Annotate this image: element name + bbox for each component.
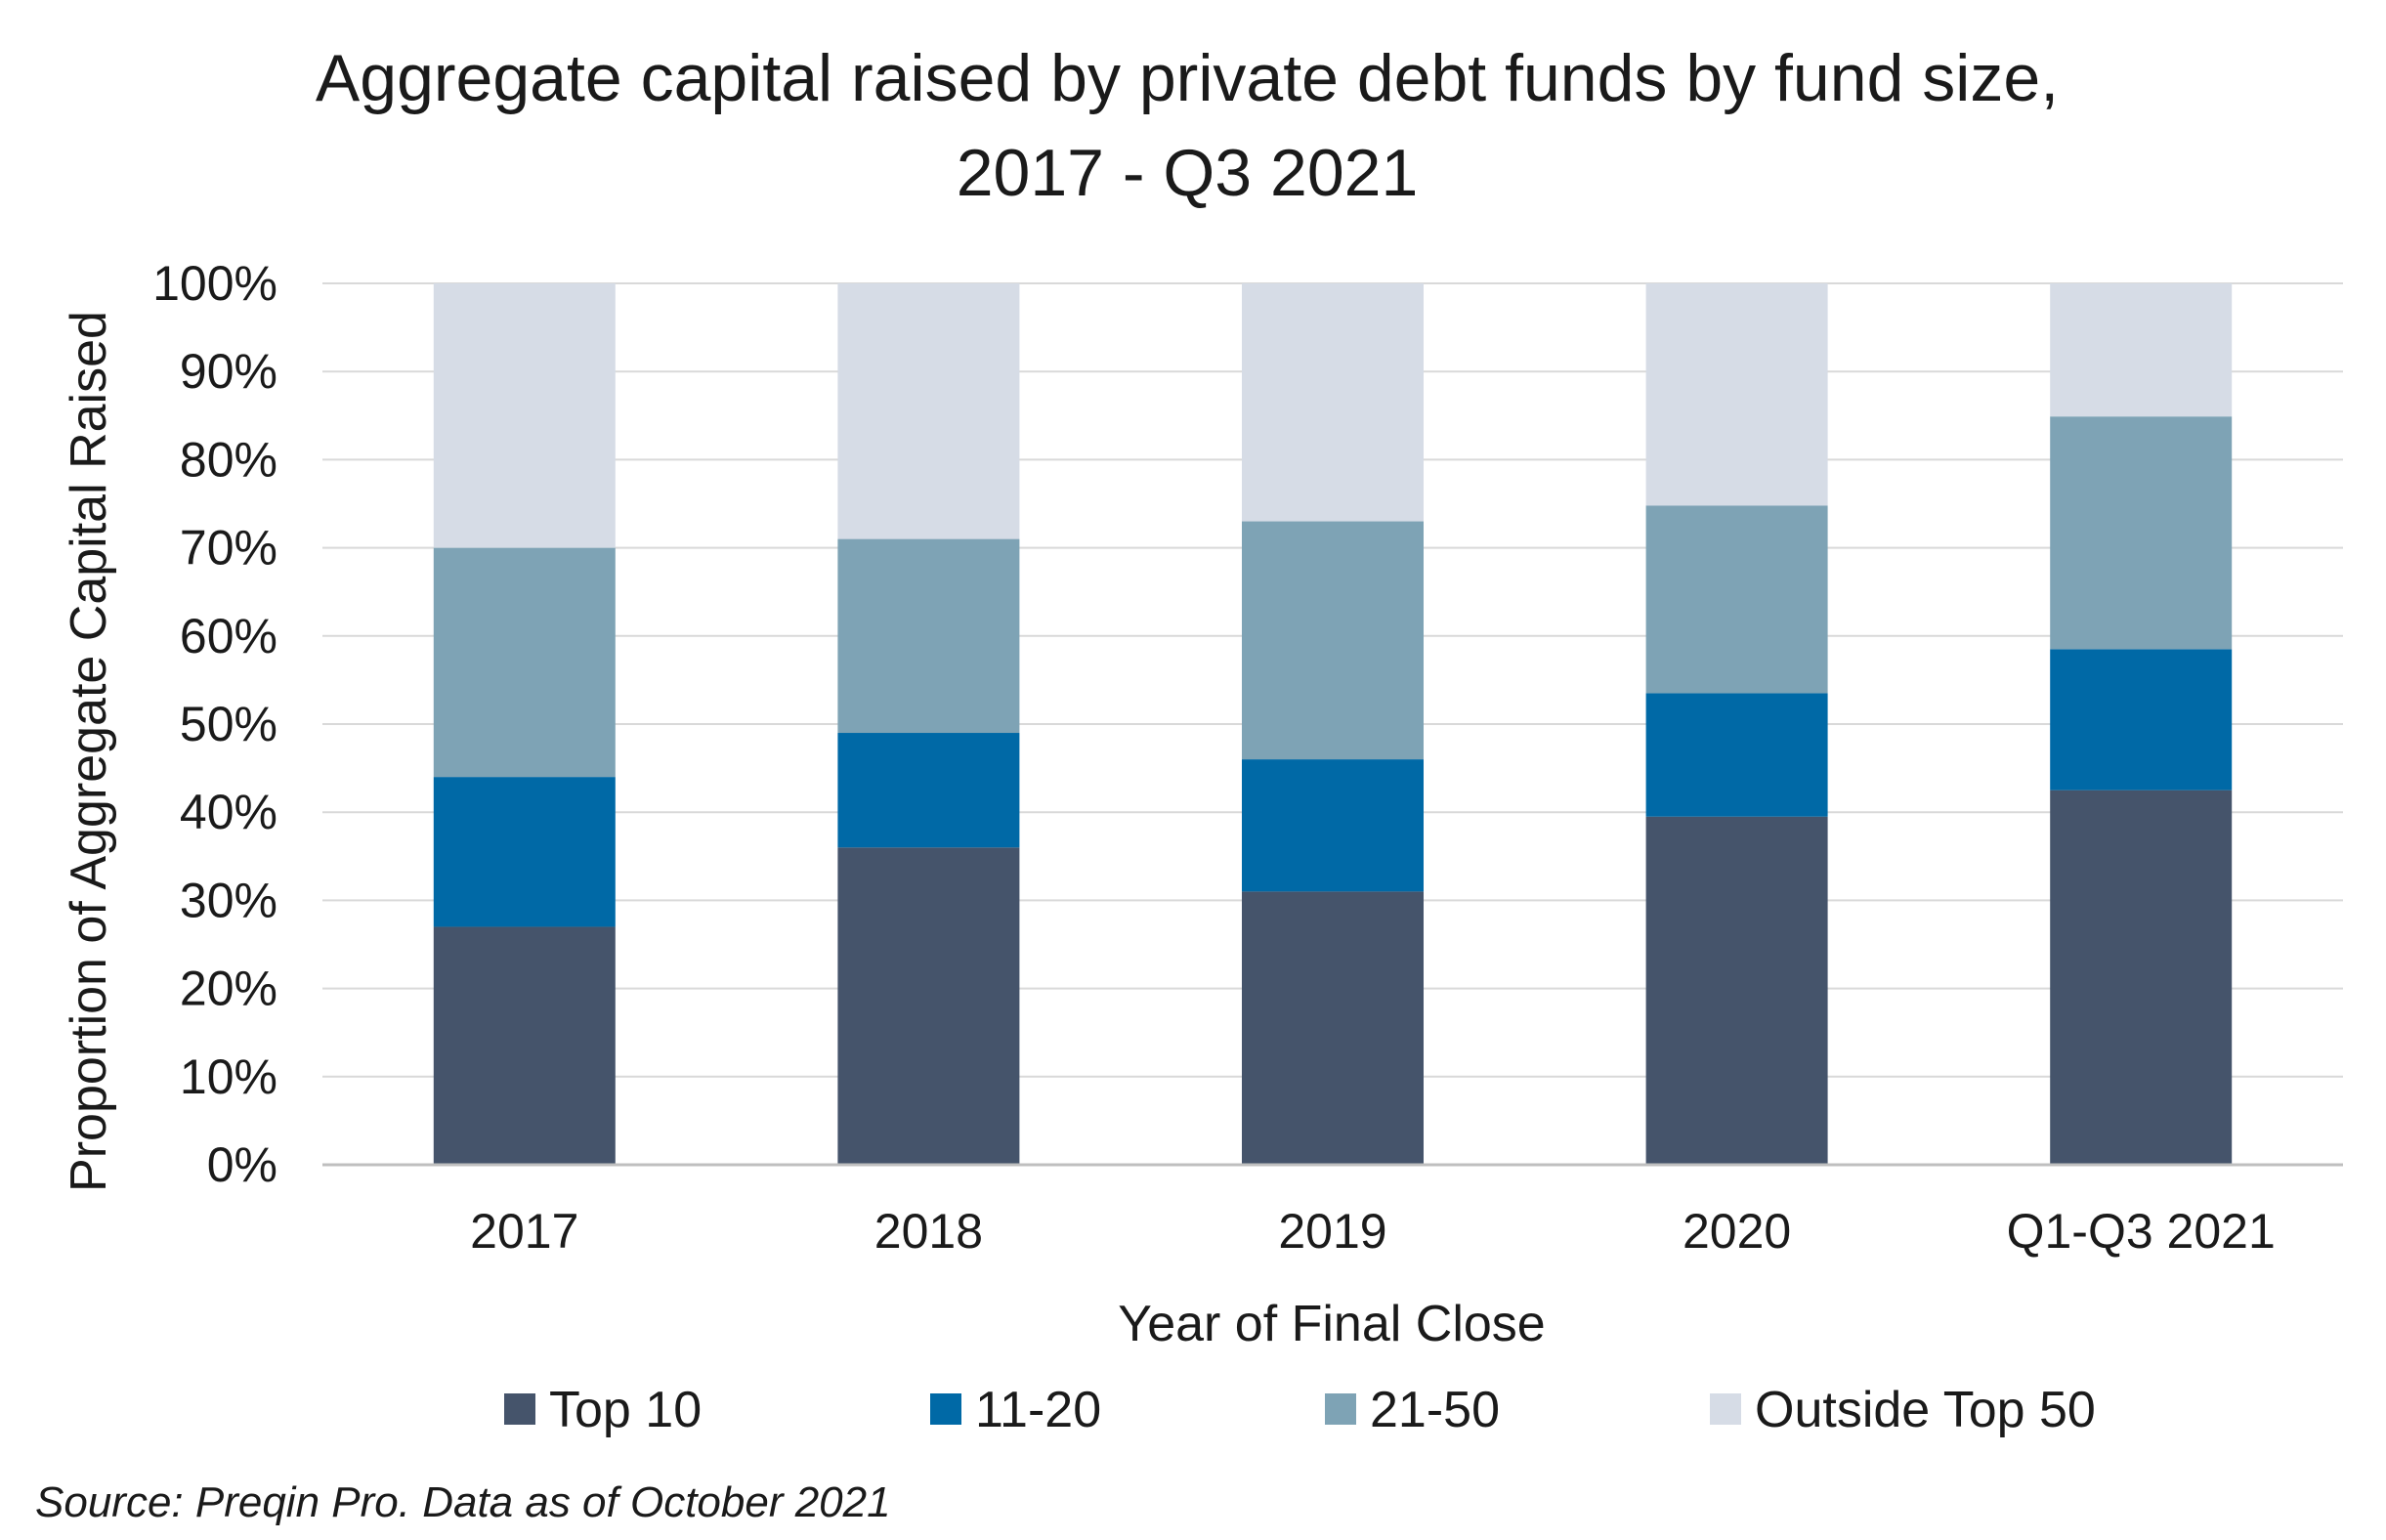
y-tick-label: 70% [180, 521, 277, 576]
x-axis-ticks: 2017 2018 2019 2020 Q1-Q3 2021 [470, 1204, 2276, 1259]
legend-swatch [930, 1393, 961, 1425]
y-tick-label: 40% [180, 785, 277, 839]
bar-segment [433, 283, 616, 548]
legend-swatch [504, 1393, 535, 1425]
bar-segment [2050, 790, 2233, 1165]
legend-label: 21-50 [1370, 1382, 1500, 1438]
bar-segment [2050, 649, 2233, 791]
y-tick-label: 60% [180, 609, 277, 663]
bar-segment [1242, 759, 1424, 892]
legend-swatch [1710, 1393, 1741, 1425]
bar-segment [2050, 283, 2233, 417]
y-tick-label: 50% [180, 697, 277, 751]
legend-label: Top 10 [549, 1382, 702, 1438]
legend: Top 10 11-20 21-50 Outside Top 50 [504, 1382, 2096, 1438]
legend-label: 11-20 [975, 1382, 1101, 1438]
chart-title-line-2: 2017 - Q3 2021 [957, 136, 1419, 210]
x-axis-title: Year of Final Close [1118, 1296, 1545, 1352]
bar-segment [1645, 505, 1828, 694]
y-tick-label: 20% [180, 962, 277, 1016]
bar-segment [1242, 283, 1424, 522]
y-tick-label: 100% [152, 256, 277, 311]
y-tick-label: 0% [207, 1137, 277, 1192]
bar-segment [837, 733, 1020, 848]
bar-segment [433, 926, 616, 1165]
bar-segment [1645, 816, 1828, 1165]
bar-segment [1242, 891, 1424, 1165]
bars [433, 283, 2233, 1165]
bar-segment [837, 538, 1020, 734]
x-tick-label: 2020 [1683, 1204, 1791, 1259]
y-tick-label: 90% [180, 344, 277, 399]
x-tick-label: 2018 [874, 1204, 983, 1259]
bar-segment [1242, 521, 1424, 760]
y-axis-ticks: 0% 10% 20% 30% 40% 50% 60% 70% 80% 90% 100% [152, 256, 277, 1192]
chart-title: Aggregate capital raised by private debt… [316, 41, 2059, 210]
legend-swatch [1325, 1393, 1356, 1425]
bar-segment [1645, 693, 1828, 817]
bar-segment [2050, 416, 2233, 650]
bar-segment [837, 283, 1020, 539]
y-tick-label: 10% [180, 1049, 277, 1104]
legend-label: Outside Top 50 [1755, 1382, 2096, 1438]
bar-segment [433, 777, 616, 927]
y-tick-label: 30% [180, 873, 277, 927]
bar-segment [433, 547, 616, 778]
bar-segment [1645, 283, 1828, 506]
chart-title-line-1: Aggregate capital raised by private debt… [316, 41, 2059, 115]
x-tick-label: Q1-Q3 2021 [2007, 1204, 2276, 1259]
y-tick-label: 80% [180, 432, 277, 487]
y-axis-title: Proportion of Aggregate Capital Raised [61, 311, 117, 1192]
source-note: Source: Preqin Pro. Data as of October 2… [35, 1478, 891, 1526]
bar-segment [837, 847, 1020, 1165]
x-tick-label: 2019 [1278, 1204, 1386, 1259]
x-tick-label: 2017 [470, 1204, 578, 1259]
